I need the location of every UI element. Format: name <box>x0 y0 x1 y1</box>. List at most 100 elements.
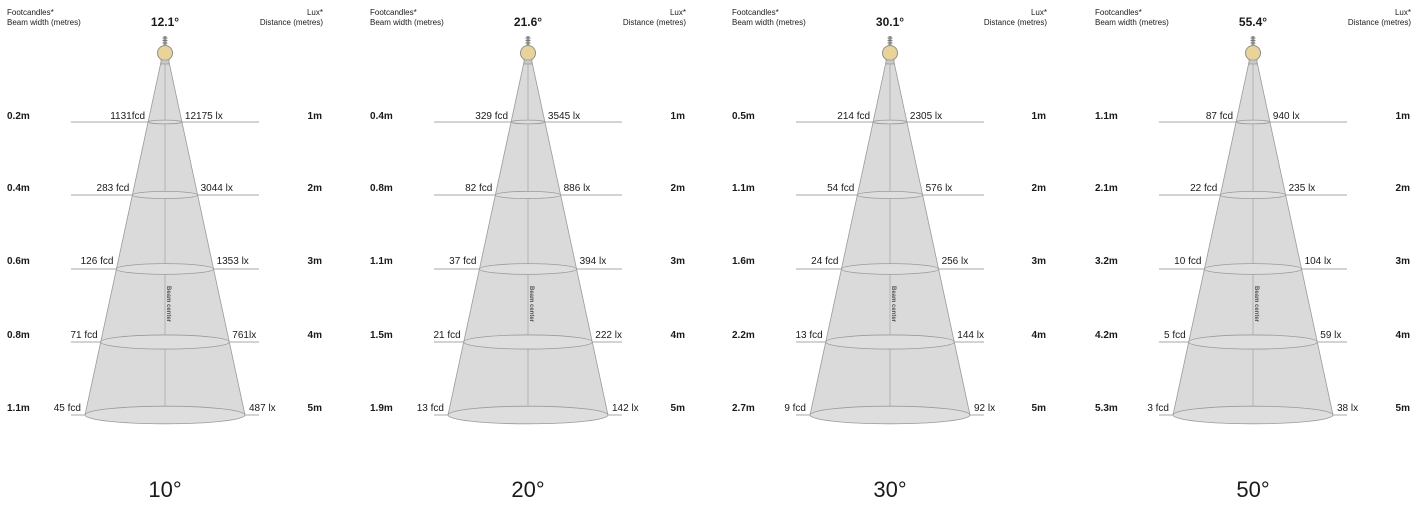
beam-width-value: 0.4m <box>370 111 393 122</box>
distance-value: 4m <box>1032 330 1047 341</box>
distance-row: 22 fcd 235 lx 2.1m 2m <box>1095 183 1410 199</box>
lux-value: 92 lx <box>974 403 995 414</box>
beam-cross-section <box>131 191 199 199</box>
distance-header: Distance (metres) <box>984 18 1047 27</box>
beam-angle-title: 50° <box>1236 477 1269 502</box>
lux-value: 394 lx <box>580 256 607 267</box>
footcandle-value: 87 fcd <box>1206 111 1233 122</box>
beam-width-value: 0.4m <box>7 183 30 194</box>
distance-row: 329 fcd 3545 lx 0.4m 1m <box>370 111 686 125</box>
distance-value: 5m <box>1396 403 1411 414</box>
lamp-bulb-icon <box>1245 36 1261 65</box>
beam-cross-section <box>1172 405 1334 425</box>
distance-row: 5 fcd 59 lx 4.2m 4m <box>1095 330 1410 350</box>
beam-width-value: 2.2m <box>732 330 755 341</box>
beam-angle-value: 21.6° <box>514 15 542 29</box>
distance-header: Distance (metres) <box>1348 18 1411 27</box>
distance-value: 4m <box>308 330 323 341</box>
lux-value: 1353 lx <box>217 256 249 267</box>
distance-row: 21 fcd 222 lx 1.5m 4m <box>370 330 685 350</box>
beam-width-value: 0.8m <box>370 183 393 194</box>
beam-angle-title: 30° <box>873 477 906 502</box>
footcandle-value: 37 fcd <box>449 256 476 267</box>
lux-value: 3044 lx <box>201 183 233 194</box>
distance-row: 13 fcd 142 lx 1.9m 5m <box>370 403 685 425</box>
lux-value: 3545 lx <box>548 111 580 122</box>
beam-cross-section <box>494 191 562 199</box>
beam-width-value: 1.5m <box>370 330 393 341</box>
beam-cross-section <box>841 263 939 275</box>
distance-value: 1m <box>308 111 323 122</box>
beam-cross-section <box>463 334 593 350</box>
lux-value: 761lx <box>232 330 256 341</box>
distance-value: 5m <box>308 403 323 414</box>
footcandle-value: 214 fcd <box>837 111 870 122</box>
lux-value: 576 lx <box>926 183 953 194</box>
distance-row: 1131fcd 12175 lx 0.2m 1m <box>7 111 323 125</box>
footcandles-header: Footcandles* <box>732 8 779 17</box>
fixture-neck <box>523 59 533 65</box>
fixture-bulb <box>157 45 173 61</box>
beam-panel-4: Footcandles*Beam width (metres) Lux*Dista… <box>1095 8 1411 502</box>
distance-value: 3m <box>1396 256 1411 267</box>
beam-width-value: 0.8m <box>7 330 30 341</box>
beam-panel-3: Footcandles*Beam width (metres) Lux*Dista… <box>732 8 1047 502</box>
beam-width-value: 0.6m <box>7 256 30 267</box>
lux-header: Lux* <box>307 8 323 17</box>
lux-value: 487 lx <box>249 403 276 414</box>
beam-width-value: 5.3m <box>1095 403 1118 414</box>
beam-width-header: Beam width (metres) <box>1095 18 1169 27</box>
footcandle-value: 13 fcd <box>417 403 444 414</box>
beam-width-value: 0.2m <box>7 111 30 122</box>
beam-cross-section <box>479 263 577 275</box>
fixture-neck <box>1248 59 1258 65</box>
distance-row: 45 fcd 487 lx 1.1m 5m <box>7 403 323 425</box>
distance-row: 82 fcd 886 lx 0.8m 2m <box>370 183 685 199</box>
beam-angle-value: 12.1° <box>151 15 179 29</box>
distance-value: 1m <box>671 111 686 122</box>
beam-cross-section <box>84 405 246 425</box>
footcandle-value: 21 fcd <box>433 330 460 341</box>
beam-cross-section <box>1204 263 1302 275</box>
lux-value: 144 lx <box>957 330 984 341</box>
beam-cross-section <box>147 119 183 125</box>
beam-angle-title: 10° <box>148 477 181 502</box>
footcandle-value: 10 fcd <box>1174 256 1201 267</box>
lamp-bulb-icon <box>520 36 536 65</box>
lux-value: 222 lx <box>595 330 622 341</box>
beam-cross-section <box>872 119 908 125</box>
footcandle-value: 3 fcd <box>1147 403 1169 414</box>
beam-center-label: Beam center <box>528 286 534 323</box>
beam-angle-value: 30.1° <box>876 15 904 29</box>
beam-cross-section <box>825 334 955 350</box>
beam-cross-section <box>100 334 230 350</box>
beam-width-value: 3.2m <box>1095 256 1118 267</box>
lux-value: 59 lx <box>1320 330 1341 341</box>
footcandle-value: 126 fcd <box>81 256 114 267</box>
distance-header: Distance (metres) <box>623 18 686 27</box>
distance-value: 3m <box>671 256 686 267</box>
footcandle-value: 13 fcd <box>795 330 822 341</box>
beam-width-value: 4.2m <box>1095 330 1118 341</box>
fixture-neck <box>885 59 895 65</box>
beam-width-value: 1.6m <box>732 256 755 267</box>
beam-cross-section <box>116 263 214 275</box>
beam-cross-section <box>510 119 546 125</box>
distance-value: 5m <box>1032 403 1047 414</box>
beam-width-header: Beam width (metres) <box>732 18 806 27</box>
distance-value: 1m <box>1396 111 1411 122</box>
distance-row: 126 fcd 1353 lx 0.6m 3m <box>7 256 322 275</box>
lux-value: 235 lx <box>1289 183 1316 194</box>
distance-value: 2m <box>308 183 323 194</box>
footcandle-value: 283 fcd <box>97 183 130 194</box>
lux-value: 12175 lx <box>185 111 223 122</box>
beam-cross-section <box>447 405 609 425</box>
beam-cross-section <box>1219 191 1287 199</box>
footcandle-value: 71 fcd <box>70 330 97 341</box>
footcandle-value: 22 fcd <box>1190 183 1217 194</box>
fixture-neck <box>160 59 170 65</box>
distance-value: 2m <box>1032 183 1047 194</box>
footcandle-value: 1131fcd <box>110 111 145 122</box>
distance-value: 2m <box>1396 183 1411 194</box>
